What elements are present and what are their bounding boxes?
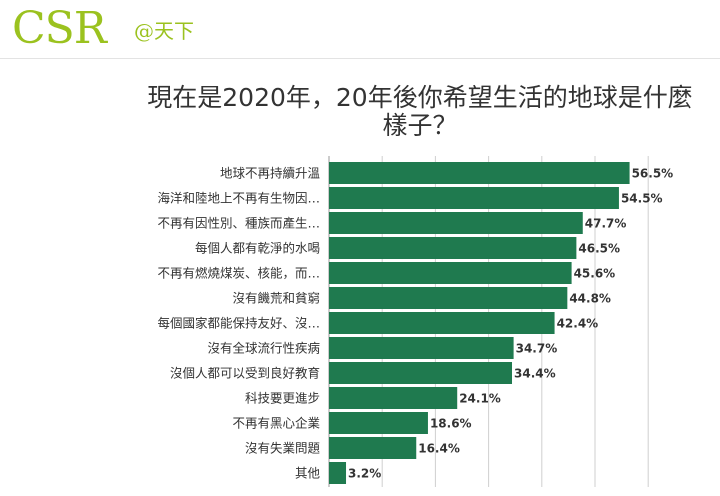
- bar: [329, 437, 417, 459]
- category-label: 沒有饑荒和貧窮: [232, 291, 320, 306]
- data-label: 47.7%: [585, 217, 627, 231]
- bar: [329, 287, 568, 309]
- category-label: 不再有因性別、種族而產生…: [157, 216, 320, 231]
- data-label: 34.4%: [514, 367, 556, 381]
- bar: [329, 262, 572, 284]
- category-label: 其他: [295, 466, 321, 481]
- category-label: 每個國家都能保持友好、沒…: [157, 316, 320, 331]
- bar: [329, 387, 458, 409]
- data-label: 44.8%: [569, 292, 611, 306]
- category-label: 科技要更進步: [245, 391, 320, 406]
- logo-subtitle: @天下: [134, 19, 194, 43]
- category-label: 每個人都有乾淨的水喝: [195, 241, 320, 256]
- bar: [329, 337, 514, 359]
- data-label: 3.2%: [348, 467, 381, 481]
- category-label: 海洋和陸地上不再有生物因…: [157, 191, 320, 206]
- header-divider: [0, 58, 720, 59]
- category-label: 沒有全球流行性疾病: [207, 341, 320, 356]
- bar: [329, 162, 630, 184]
- data-label: 56.5%: [632, 167, 674, 181]
- bar: [329, 362, 513, 384]
- bar: [329, 462, 347, 484]
- data-label: 42.4%: [557, 317, 599, 331]
- category-label: 地球不再持續升溫: [220, 166, 321, 181]
- logo-wordmark: CSR: [12, 3, 107, 54]
- data-label: 46.5%: [578, 242, 620, 256]
- category-label: 沒有失業問題: [245, 441, 321, 456]
- data-label: 16.4%: [418, 442, 460, 456]
- bar: [329, 412, 428, 434]
- bar: [329, 237, 577, 259]
- category-label: 不再有黑心企業: [232, 416, 320, 431]
- bar: [329, 312, 555, 334]
- data-label: 24.1%: [459, 392, 501, 406]
- bar: [329, 212, 583, 234]
- data-label: 34.7%: [516, 342, 558, 356]
- category-label: 沒個人都可以受到良好教育: [170, 366, 320, 381]
- data-label: 45.6%: [574, 267, 616, 281]
- chart-title: 現在是2020年，20年後你希望生活的地球是什麼樣子？: [147, 83, 693, 140]
- data-label: 54.5%: [621, 192, 663, 206]
- bar-chart: 地球不再持續升溫 56.5% 海洋和陸地上不再有生物因… 54.5% 不再有因性別、種族…: [157, 156, 674, 487]
- category-label: 不再有燃燒煤炭、核能，而…: [157, 266, 320, 281]
- bar: [329, 187, 619, 209]
- data-label: 18.6%: [430, 417, 472, 431]
